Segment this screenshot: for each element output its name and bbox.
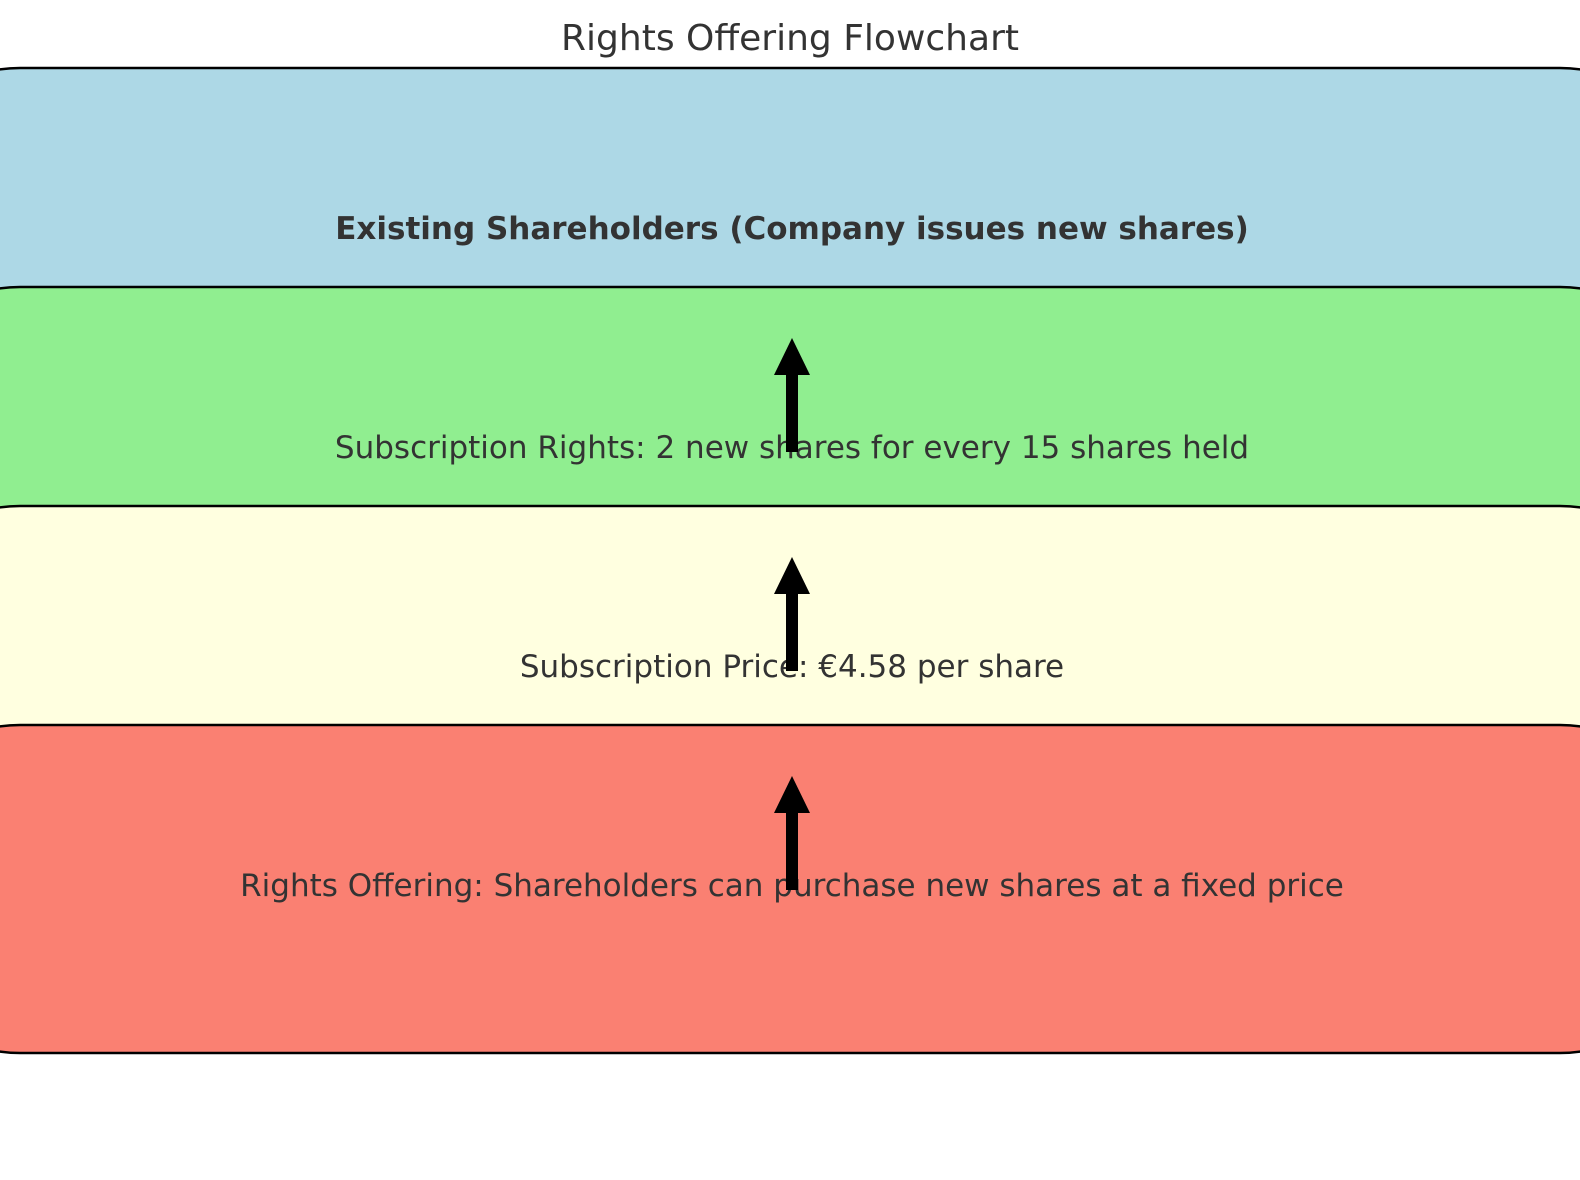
- node-shareholders-label: Existing Shareholders (Company issues ne…: [335, 211, 1249, 247]
- arrow-rights-to-shareholders: [774, 338, 810, 452]
- arrow-price-to-rights: [774, 557, 810, 671]
- diagram-title: Rights Offering Flowchart: [561, 18, 1019, 59]
- arrow-offering-to-price: [774, 776, 810, 890]
